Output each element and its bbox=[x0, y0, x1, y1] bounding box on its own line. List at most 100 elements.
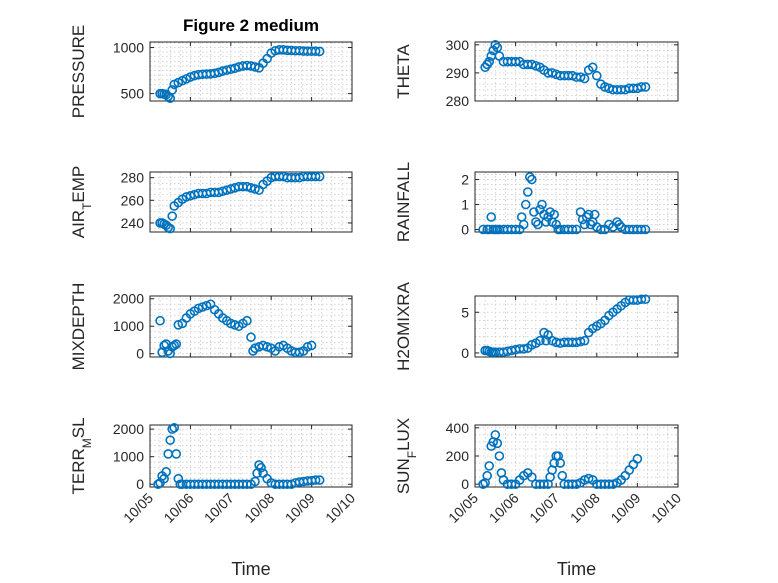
data-point bbox=[256, 462, 266, 473]
x-tick-label: 10/06 bbox=[160, 490, 196, 526]
y-tick-label: 0 bbox=[461, 476, 469, 492]
data-point bbox=[529, 207, 539, 217]
data-point bbox=[246, 332, 256, 343]
x-tick-label: 10/07 bbox=[526, 490, 562, 526]
y-tick-label: 290 bbox=[446, 65, 470, 81]
data-point bbox=[636, 224, 647, 235]
data-point bbox=[520, 199, 531, 210]
data-point bbox=[262, 342, 272, 352]
data-point bbox=[242, 479, 252, 490]
data-point bbox=[579, 335, 590, 346]
axes-border bbox=[149, 171, 353, 233]
data-point bbox=[510, 224, 521, 235]
data-point bbox=[636, 82, 647, 92]
data-point bbox=[541, 335, 551, 346]
axes-border bbox=[474, 41, 679, 102]
axes-border bbox=[474, 295, 679, 358]
x-tick-label: 10/08 bbox=[567, 490, 603, 526]
subplot-8: 0 200 400 10/05 10/06 10/07 10/08 10/09 10/10 Tim… bbox=[394, 418, 684, 579]
x-tick-label: 10/10 bbox=[322, 490, 358, 526]
y-tick-label: 0 bbox=[461, 222, 469, 238]
y-axis-label: MIXDEPTH bbox=[69, 283, 88, 371]
data-point bbox=[640, 82, 651, 92]
y-tick-label: 1000 bbox=[113, 40, 144, 56]
axes-border bbox=[149, 41, 353, 102]
data-point bbox=[585, 219, 596, 230]
data-point bbox=[632, 454, 643, 464]
y-tick-label: 0 bbox=[461, 345, 469, 361]
subplot-4: 0 1 2 RAINFALL bbox=[394, 162, 679, 242]
x-tick-label: 10/10 bbox=[648, 490, 684, 526]
data-point bbox=[310, 46, 321, 57]
data-point bbox=[506, 479, 517, 489]
data-point bbox=[169, 422, 180, 433]
subplot-6: 0 5 H2OMIXRA bbox=[394, 281, 679, 371]
data-point bbox=[250, 343, 260, 354]
figure-title: Figure 2 medium bbox=[183, 16, 319, 35]
data-point bbox=[155, 315, 165, 326]
y-axis-label: AIRTEMP bbox=[69, 166, 94, 239]
data-point bbox=[571, 479, 582, 489]
data-point bbox=[522, 187, 533, 197]
x-tick-label: 10/09 bbox=[607, 490, 643, 526]
y-tick-label: 2000 bbox=[113, 291, 144, 307]
data-point bbox=[171, 339, 182, 349]
data-point bbox=[640, 224, 651, 235]
y-tick-label: 240 bbox=[121, 215, 145, 231]
y-tick-label: 280 bbox=[446, 93, 470, 109]
x-tick-label: 10/08 bbox=[241, 490, 277, 526]
x-tick-label: 10/05 bbox=[445, 490, 481, 526]
data-point bbox=[226, 318, 236, 329]
data-point bbox=[314, 171, 325, 182]
data-point bbox=[494, 451, 505, 461]
data-point bbox=[478, 224, 488, 235]
data-point bbox=[294, 347, 305, 358]
data-point bbox=[541, 217, 551, 227]
data-point bbox=[535, 335, 545, 346]
data-point bbox=[531, 61, 541, 71]
x-tick-label: 10/07 bbox=[201, 490, 237, 526]
data-point bbox=[510, 56, 521, 67]
x-tick-label: 10/06 bbox=[486, 490, 522, 526]
y-tick-label: 400 bbox=[446, 420, 470, 436]
data-point bbox=[547, 68, 557, 78]
y-axis-label: H2OMIXRA bbox=[394, 281, 413, 370]
data-point bbox=[310, 475, 321, 485]
data-point bbox=[486, 212, 497, 222]
data-point bbox=[518, 344, 529, 354]
y-axis-label: PRESSURE bbox=[69, 25, 88, 119]
x-axis-label: Time bbox=[231, 559, 270, 579]
data-point bbox=[482, 470, 492, 481]
data-point bbox=[161, 467, 171, 477]
y-tick-label: 2 bbox=[461, 172, 469, 188]
data-point bbox=[484, 56, 495, 67]
y-tick-label: 0 bbox=[136, 476, 144, 492]
data-point bbox=[169, 340, 180, 351]
data-point bbox=[575, 72, 586, 82]
data-point bbox=[167, 85, 178, 95]
data-point bbox=[575, 336, 586, 347]
data-point bbox=[258, 340, 268, 351]
y-tick-label: 1 bbox=[461, 197, 469, 213]
axes-frame bbox=[149, 171, 353, 233]
data-point bbox=[250, 62, 260, 72]
data-point bbox=[314, 475, 325, 485]
data-point bbox=[583, 473, 594, 484]
y-axis-label: SUNFLUX bbox=[394, 418, 419, 494]
data-point bbox=[250, 184, 260, 194]
data-point bbox=[302, 342, 313, 352]
y-tick-label: 1000 bbox=[113, 449, 144, 465]
data-point bbox=[567, 224, 578, 235]
data-point bbox=[527, 174, 537, 185]
data-point bbox=[165, 435, 175, 445]
data-point bbox=[165, 223, 175, 234]
x-tick-label: 10/05 bbox=[120, 490, 156, 526]
data-point bbox=[171, 449, 182, 459]
data-point bbox=[591, 70, 602, 81]
data-point bbox=[587, 62, 598, 73]
y-axis-label: THETA bbox=[394, 44, 413, 99]
data-point bbox=[484, 461, 495, 471]
axes-border bbox=[149, 424, 353, 488]
data-point bbox=[589, 209, 600, 220]
